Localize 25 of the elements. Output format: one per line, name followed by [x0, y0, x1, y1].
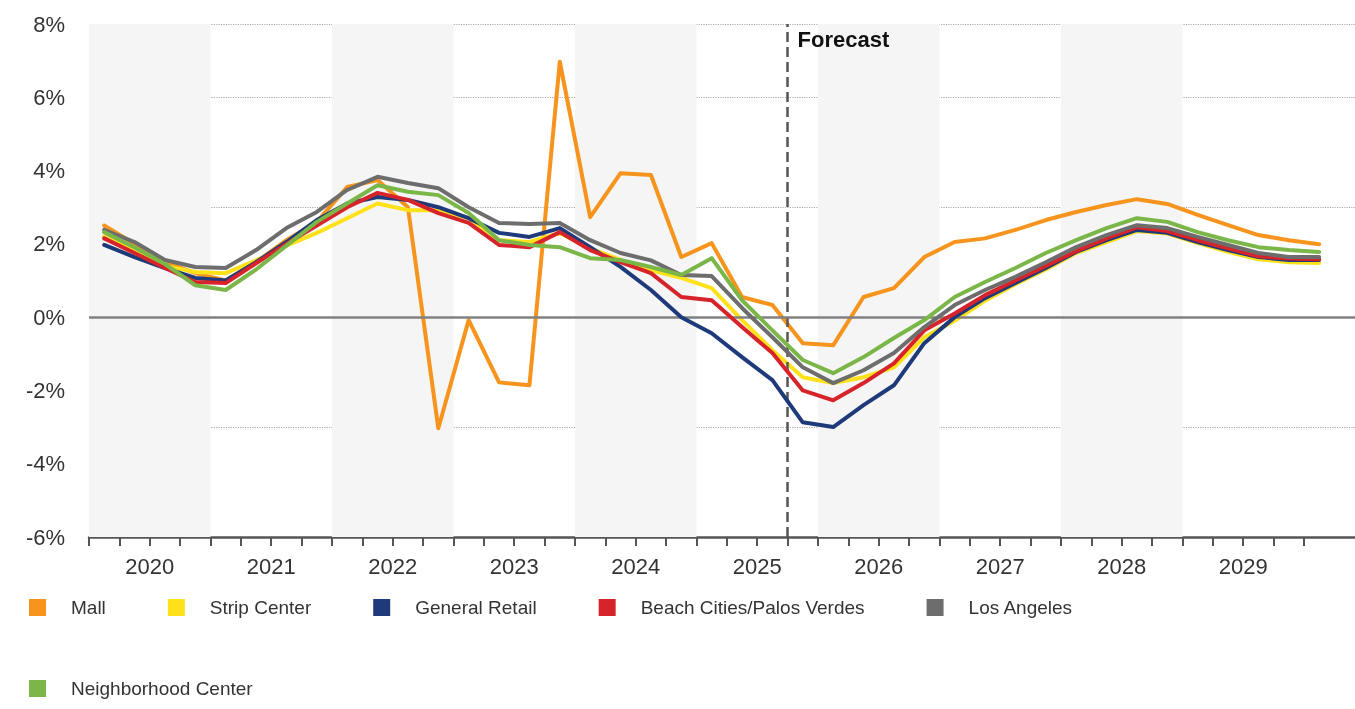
legend-label: Los Angeles: [968, 597, 1073, 618]
legend-label: Neighborhood Center: [71, 678, 254, 699]
x-tick-label: 2020: [125, 553, 175, 579]
y-tick-label: -6%: [25, 524, 65, 550]
y-tick-label: 6%: [33, 84, 65, 110]
y-tick-label: 0%: [33, 304, 65, 330]
y-tick-label: -4%: [25, 451, 65, 477]
ref-line-label: Forecast: [797, 26, 890, 52]
x-tick-label: 2025: [732, 553, 782, 579]
x-tick-label: 2027: [975, 553, 1025, 579]
legend-label: General Retail: [415, 597, 537, 618]
legend-label: Beach Cities/Palos Verdes: [640, 597, 865, 618]
y-tick-label: 2%: [33, 231, 65, 257]
y-tick-label: 4%: [33, 158, 65, 184]
x-tick-label: 2028: [1097, 553, 1147, 579]
x-tick-label: 2023: [489, 553, 539, 579]
x-tick-label: 2021: [246, 553, 296, 579]
x-tick-label: 2026: [854, 553, 904, 579]
legend-label: Mall: [71, 597, 106, 618]
x-tick-label: 2029: [1218, 553, 1268, 579]
legend-label: Strip Center: [209, 597, 312, 618]
x-tick-label: 2022: [368, 553, 418, 579]
y-tick-label: -2%: [25, 377, 65, 403]
y-tick-label: 8%: [33, 11, 65, 37]
x-tick-label: 2024: [611, 553, 661, 579]
